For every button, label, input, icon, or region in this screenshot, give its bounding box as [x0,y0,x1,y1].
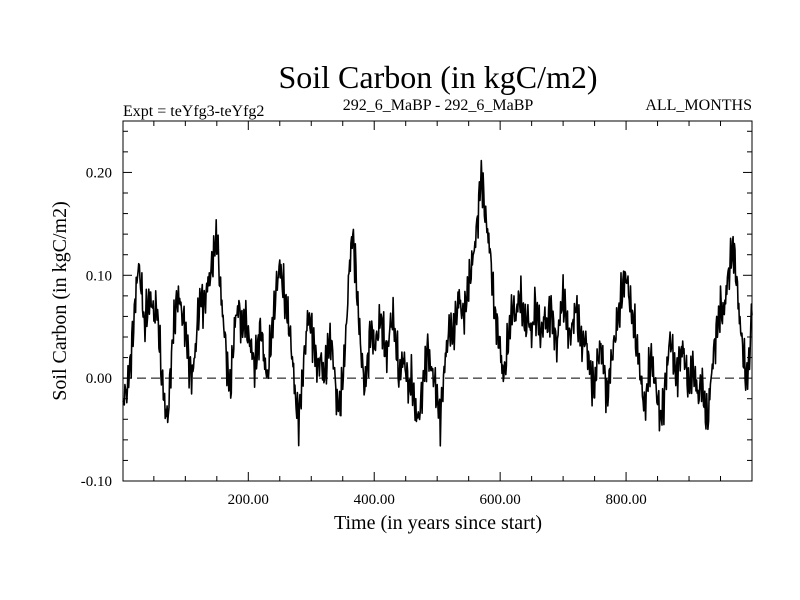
plot-frame [122,120,753,482]
x-tick-label: 200.00 [228,492,269,508]
subtitle-center: 292_6_MaBP - 292_6_MaBP [343,97,534,114]
subtitle-left: Expt = teYfg3-teYfg2 [123,103,264,120]
x-axis-label: Time (in years since start) [334,512,542,534]
x-tick-label: 400.00 [354,492,395,508]
y-tick-label: 0.10 [86,268,112,284]
y-tick-label: -0.10 [81,474,112,490]
chart-title: Soil Carbon (in kgC/m2) [278,59,597,95]
subtitle-right: ALL_MONTHS [645,97,752,114]
y-tick-label: 0.20 [86,165,112,181]
tick-labels: 200.00 400.00 600.00 800.00 -0.10 0.00 0.10 0.2… [81,165,647,508]
x-tick-label: 600.00 [480,492,521,508]
x-tick-label: 800.00 [605,492,646,508]
series-line-soil-carbon [122,159,753,447]
y-axis-label: Soil Carbon (in kgC/m2) [49,201,71,400]
axis-ticks [123,121,752,482]
y-tick-label: 0.00 [86,371,112,387]
